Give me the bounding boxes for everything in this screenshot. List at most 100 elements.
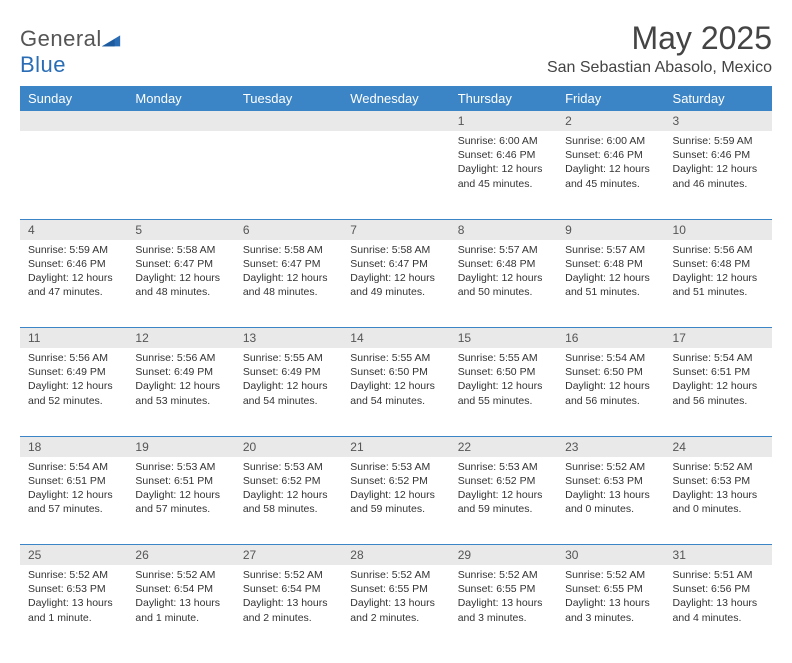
day-cell: Sunrise: 5:52 AMSunset: 6:53 PMDaylight:… [665, 457, 772, 545]
day-details: Sunrise: 5:57 AMSunset: 6:48 PMDaylight:… [450, 240, 557, 304]
sunset-line: Sunset: 6:51 PM [135, 474, 226, 488]
day-details: Sunrise: 5:56 AMSunset: 6:49 PMDaylight:… [127, 348, 234, 412]
day-cell: Sunrise: 5:54 AMSunset: 6:50 PMDaylight:… [557, 348, 664, 436]
daylight-line: Daylight: 13 hours and 1 minute. [135, 596, 226, 624]
content-row: Sunrise: 5:54 AMSunset: 6:51 PMDaylight:… [20, 457, 772, 545]
day-details: Sunrise: 5:54 AMSunset: 6:51 PMDaylight:… [20, 457, 127, 521]
daylight-line: Daylight: 12 hours and 53 minutes. [135, 379, 226, 407]
daylight-line: Daylight: 13 hours and 0 minutes. [565, 488, 656, 516]
day-number: 29 [450, 545, 557, 566]
daynum-row: 25262728293031 [20, 545, 772, 566]
daylight-line: Daylight: 12 hours and 54 minutes. [350, 379, 441, 407]
header: GeneralBlue May 2025 San Sebastian Abaso… [20, 20, 772, 78]
day-number: 30 [557, 545, 664, 566]
sunrise-line: Sunrise: 5:52 AM [565, 568, 656, 582]
daylight-line: Daylight: 12 hours and 56 minutes. [565, 379, 656, 407]
sunset-line: Sunset: 6:54 PM [243, 582, 334, 596]
day-cell: Sunrise: 5:56 AMSunset: 6:49 PMDaylight:… [20, 348, 127, 436]
day-number: 11 [20, 328, 127, 349]
day-cell: Sunrise: 5:52 AMSunset: 6:53 PMDaylight:… [557, 457, 664, 545]
day-cell: Sunrise: 6:00 AMSunset: 6:46 PMDaylight:… [450, 131, 557, 219]
sunrise-line: Sunrise: 5:54 AM [673, 351, 764, 365]
daylight-line: Daylight: 13 hours and 3 minutes. [565, 596, 656, 624]
day-cell: Sunrise: 5:59 AMSunset: 6:46 PMDaylight:… [20, 240, 127, 328]
day-cell: Sunrise: 5:54 AMSunset: 6:51 PMDaylight:… [665, 348, 772, 436]
day-number: 16 [557, 328, 664, 349]
day-details: Sunrise: 5:51 AMSunset: 6:56 PMDaylight:… [665, 565, 772, 629]
daylight-line: Daylight: 12 hours and 55 minutes. [458, 379, 549, 407]
day-header: Sunday [20, 86, 127, 111]
day-cell: Sunrise: 5:52 AMSunset: 6:55 PMDaylight:… [557, 565, 664, 653]
day-cell: Sunrise: 5:52 AMSunset: 6:53 PMDaylight:… [20, 565, 127, 653]
sunrise-line: Sunrise: 5:58 AM [243, 243, 334, 257]
day-details: Sunrise: 5:59 AMSunset: 6:46 PMDaylight:… [665, 131, 772, 195]
day-number: 9 [557, 219, 664, 240]
month-title: May 2025 [547, 20, 772, 57]
day-cell: Sunrise: 5:53 AMSunset: 6:52 PMDaylight:… [235, 457, 342, 545]
sunset-line: Sunset: 6:48 PM [565, 257, 656, 271]
day-cell: Sunrise: 5:57 AMSunset: 6:48 PMDaylight:… [557, 240, 664, 328]
sunset-line: Sunset: 6:52 PM [243, 474, 334, 488]
day-cell: Sunrise: 5:53 AMSunset: 6:52 PMDaylight:… [450, 457, 557, 545]
day-details: Sunrise: 5:56 AMSunset: 6:48 PMDaylight:… [665, 240, 772, 304]
day-cell: Sunrise: 5:53 AMSunset: 6:52 PMDaylight:… [342, 457, 449, 545]
daylight-line: Daylight: 12 hours and 48 minutes. [243, 271, 334, 299]
day-cell: Sunrise: 5:58 AMSunset: 6:47 PMDaylight:… [342, 240, 449, 328]
sunset-line: Sunset: 6:48 PM [458, 257, 549, 271]
day-cell: Sunrise: 5:53 AMSunset: 6:51 PMDaylight:… [127, 457, 234, 545]
sunset-line: Sunset: 6:46 PM [673, 148, 764, 162]
day-number: 6 [235, 219, 342, 240]
daylight-line: Daylight: 12 hours and 48 minutes. [135, 271, 226, 299]
day-details: Sunrise: 5:52 AMSunset: 6:53 PMDaylight:… [20, 565, 127, 629]
sunset-line: Sunset: 6:55 PM [458, 582, 549, 596]
day-cell: Sunrise: 6:00 AMSunset: 6:46 PMDaylight:… [557, 131, 664, 219]
day-number: 28 [342, 545, 449, 566]
daylight-line: Daylight: 12 hours and 52 minutes. [28, 379, 119, 407]
sunrise-line: Sunrise: 5:52 AM [565, 460, 656, 474]
content-row: Sunrise: 5:56 AMSunset: 6:49 PMDaylight:… [20, 348, 772, 436]
sunrise-line: Sunrise: 5:56 AM [135, 351, 226, 365]
day-details: Sunrise: 5:52 AMSunset: 6:54 PMDaylight:… [127, 565, 234, 629]
day-cell: Sunrise: 5:56 AMSunset: 6:48 PMDaylight:… [665, 240, 772, 328]
day-number: 7 [342, 219, 449, 240]
day-number: 13 [235, 328, 342, 349]
day-cell [235, 131, 342, 219]
sunrise-line: Sunrise: 5:52 AM [350, 568, 441, 582]
daylight-line: Daylight: 12 hours and 57 minutes. [28, 488, 119, 516]
day-details: Sunrise: 5:52 AMSunset: 6:53 PMDaylight:… [665, 457, 772, 521]
sunrise-line: Sunrise: 5:59 AM [28, 243, 119, 257]
day-cell: Sunrise: 5:52 AMSunset: 6:55 PMDaylight:… [450, 565, 557, 653]
daylight-line: Daylight: 13 hours and 2 minutes. [350, 596, 441, 624]
day-header: Monday [127, 86, 234, 111]
day-details: Sunrise: 5:52 AMSunset: 6:54 PMDaylight:… [235, 565, 342, 629]
sunrise-line: Sunrise: 5:55 AM [243, 351, 334, 365]
sunrise-line: Sunrise: 5:57 AM [565, 243, 656, 257]
sunset-line: Sunset: 6:46 PM [28, 257, 119, 271]
sunrise-line: Sunrise: 5:58 AM [350, 243, 441, 257]
day-details: Sunrise: 5:53 AMSunset: 6:52 PMDaylight:… [342, 457, 449, 521]
day-cell: Sunrise: 5:57 AMSunset: 6:48 PMDaylight:… [450, 240, 557, 328]
day-cell: Sunrise: 5:58 AMSunset: 6:47 PMDaylight:… [127, 240, 234, 328]
day-number: 20 [235, 436, 342, 457]
day-details: Sunrise: 5:57 AMSunset: 6:48 PMDaylight:… [557, 240, 664, 304]
day-details: Sunrise: 5:53 AMSunset: 6:52 PMDaylight:… [450, 457, 557, 521]
day-details: Sunrise: 6:00 AMSunset: 6:46 PMDaylight:… [450, 131, 557, 195]
day-number: 31 [665, 545, 772, 566]
day-number [127, 111, 234, 131]
day-number: 19 [127, 436, 234, 457]
sunrise-line: Sunrise: 5:56 AM [673, 243, 764, 257]
day-cell [127, 131, 234, 219]
day-number: 17 [665, 328, 772, 349]
daylight-line: Daylight: 13 hours and 3 minutes. [458, 596, 549, 624]
day-number [20, 111, 127, 131]
flag-icon [100, 29, 122, 47]
day-header: Saturday [665, 86, 772, 111]
day-details: Sunrise: 5:52 AMSunset: 6:53 PMDaylight:… [557, 457, 664, 521]
day-cell: Sunrise: 5:52 AMSunset: 6:54 PMDaylight:… [235, 565, 342, 653]
day-number: 25 [20, 545, 127, 566]
day-details: Sunrise: 5:53 AMSunset: 6:52 PMDaylight:… [235, 457, 342, 521]
sunrise-line: Sunrise: 5:57 AM [458, 243, 549, 257]
daylight-line: Daylight: 12 hours and 51 minutes. [673, 271, 764, 299]
sunset-line: Sunset: 6:55 PM [565, 582, 656, 596]
sunrise-line: Sunrise: 5:52 AM [135, 568, 226, 582]
